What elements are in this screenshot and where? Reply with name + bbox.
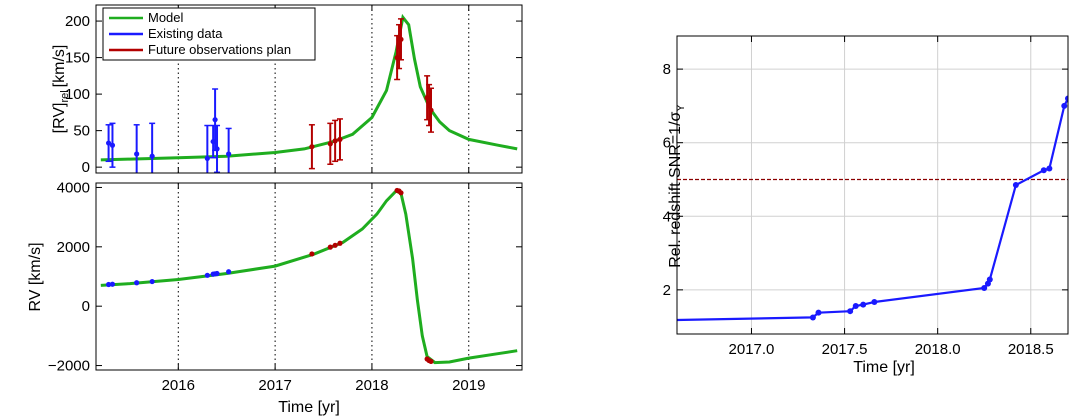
- x-tick-label: 2018: [355, 377, 388, 394]
- data-point: [815, 309, 822, 316]
- rv-rel-y-axis-label: [RV]rel [km/s]: [51, 45, 71, 134]
- snr-points: [809, 95, 1068, 321]
- y-tick-label: 100: [65, 86, 90, 103]
- y-tick-label: −2000: [48, 358, 90, 375]
- data-point: [309, 251, 315, 257]
- x-tick-label: 2018.0: [915, 341, 961, 358]
- model-curve: [100, 13, 518, 162]
- y-tick-label: 2: [663, 282, 671, 299]
- x-tick-label: 2016: [162, 377, 195, 394]
- data-point: [332, 242, 338, 248]
- snr-y-label-main: Rel. redshift SNR=1/σ: [667, 111, 684, 267]
- data-point: [809, 314, 816, 321]
- rv-y-axis-label: RV [km/s]: [27, 242, 44, 311]
- y-tick-label: 8: [663, 61, 671, 78]
- x-tick-label: 2017.5: [822, 341, 868, 358]
- data-point: [852, 303, 859, 310]
- legend: Model Existing data Future observations …: [102, 7, 316, 61]
- data-point: [1061, 102, 1068, 109]
- rv-axes: −2000 0 2000 4000 2016 2017 2018 2019: [48, 179, 522, 394]
- data-point: [1012, 182, 1019, 188]
- y-tick-label: 4000: [57, 179, 90, 196]
- data-point: [309, 144, 315, 150]
- future-observations-points: [308, 18, 434, 170]
- rv-rel-axes: 0 50 100 150 200: [65, 5, 522, 176]
- snr-y-axis-label: Rel. redshift SNR=1/σY: [667, 104, 687, 268]
- snr-panel: 2 4 6 8 2017.0 2017.5 2018.0 2018.5 Rel. redshi…: [663, 35, 1069, 376]
- rv-rel-y-label-sub: rel: [59, 90, 71, 102]
- data-point: [1065, 95, 1068, 102]
- rv-plot-area: [100, 187, 518, 365]
- rv-rel-y-label-unit: [km/s]: [51, 45, 68, 88]
- snr-gridlines: [677, 36, 1068, 334]
- data-point: [986, 276, 993, 283]
- y-tick-label: 0: [82, 159, 90, 176]
- y-tick-label: 150: [65, 50, 90, 67]
- y-tick-label: 50: [73, 123, 90, 140]
- data-point: [332, 138, 338, 144]
- data-point: [981, 285, 988, 292]
- data-point: [428, 358, 434, 364]
- snr-plot-area: [677, 95, 1068, 322]
- data-point: [105, 281, 112, 288]
- rv-plot-frame: [95, 182, 523, 371]
- data-point: [398, 36, 404, 42]
- legend-label-existing: Existing data: [148, 26, 223, 41]
- data-point: [1046, 165, 1053, 172]
- data-point: [871, 298, 878, 305]
- data-point: [212, 117, 218, 123]
- data-point: [226, 269, 232, 275]
- y-tick-label: 0: [82, 298, 90, 315]
- data-point: [860, 301, 867, 308]
- data-point: [226, 151, 232, 157]
- data-point: [327, 141, 333, 147]
- data-point: [204, 155, 210, 161]
- data-point: [149, 153, 155, 159]
- snr-curve: [677, 98, 1068, 322]
- data-point: [149, 278, 155, 285]
- legend-label-model: Model: [148, 10, 184, 25]
- data-point: [327, 244, 333, 250]
- rv-rel-y-label-main: [RV]: [51, 103, 68, 134]
- data-point: [134, 280, 140, 286]
- x-tick-label: 2018.5: [1008, 341, 1054, 358]
- snr-x-axis-label: Time [yr]: [853, 359, 915, 376]
- snr-y-label-sub: Y: [675, 104, 687, 112]
- data-point: [109, 281, 116, 287]
- existing-data-points: [105, 88, 232, 173]
- x-tick-label: 2017: [258, 377, 291, 394]
- data-point: [337, 136, 343, 142]
- data-point: [214, 270, 220, 277]
- model-curve: [100, 189, 518, 365]
- data-point: [105, 140, 112, 146]
- data-point: [398, 190, 404, 196]
- rv-rel-plot-frame: [95, 4, 523, 174]
- rv-panel: −2000 0 2000 4000 2016 2017 2018 2019 RV [km/s]…: [27, 179, 523, 416]
- rv-x-axis-label: Time [yr]: [278, 399, 340, 416]
- snr-axes: 2 4 6 8 2017.0 2017.5 2018.0 2018.5: [663, 36, 1068, 358]
- future-observations-points: [309, 187, 434, 364]
- x-tick-label: 2019: [452, 377, 485, 394]
- existing-data-points: [105, 269, 232, 288]
- data-point: [337, 240, 343, 246]
- data-point: [204, 272, 210, 278]
- data-point: [109, 142, 116, 148]
- y-tick-label: 4: [663, 208, 671, 225]
- y-tick-label: 2000: [57, 239, 90, 256]
- data-point: [847, 308, 854, 315]
- x-tick-label: 2017.0: [729, 341, 775, 358]
- legend-label-future: Future observations plan: [148, 42, 291, 57]
- data-point: [428, 107, 434, 113]
- data-point: [134, 151, 140, 157]
- y-tick-label: 200: [65, 13, 90, 30]
- snr-plot-frame: [676, 35, 1069, 335]
- y-tick-label: 6: [663, 135, 671, 152]
- rv-rel-plot-area: [100, 13, 518, 173]
- rv-rel-panel: 0 50 100 150 200 [RV]rel [km/s] Model Existin…: [51, 4, 523, 176]
- data-point: [214, 146, 220, 152]
- data-point: [1040, 167, 1047, 174]
